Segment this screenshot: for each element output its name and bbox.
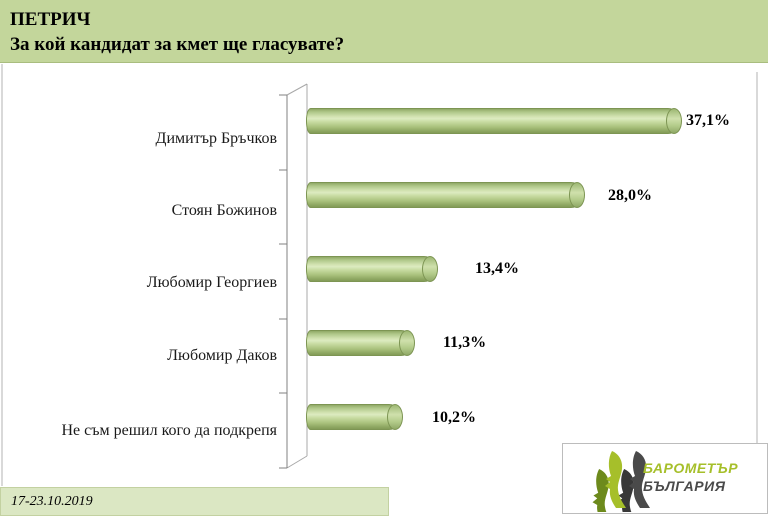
- barometer-bulgaria-logo: БАРОМЕТЪР БЪЛГАРИЯ: [562, 443, 768, 514]
- header: ПЕТРИЧ За кой кандидат за кмет ще гласув…: [0, 0, 768, 63]
- category-label: Не съм решил кого да подкрепя: [61, 422, 277, 439]
- face-main-gray: [629, 451, 650, 508]
- category-label: Димитър Бръчков: [155, 130, 277, 147]
- survey-period-strip: 17-23.10.2019: [0, 487, 389, 516]
- floor-front-diagonal: [286, 455, 308, 469]
- survey-period-text: 17-23.10.2019: [11, 494, 93, 509]
- value-label: 13,4%: [475, 260, 519, 277]
- category-label: Любомир Даков: [167, 347, 277, 364]
- logo-text: БАРОМЕТЪР БЪЛГАРИЯ: [643, 459, 738, 495]
- poll-question: За кой кандидат за кмет ще гласувате?: [10, 34, 345, 55]
- category-label: Любомир Георгиев: [146, 274, 277, 291]
- city-title: ПЕТРИЧ: [10, 9, 91, 30]
- logo-line1: БАРОМЕТЪР: [643, 460, 739, 476]
- wall-top-diagonal: [286, 83, 308, 96]
- value-label: 37,1%: [686, 112, 730, 129]
- bar-chart: Димитър Бръчков 37,1% Стоян Божинов 28,0% Лю…: [0, 63, 768, 487]
- logo-line2: БЪЛГАРИЯ: [643, 478, 726, 494]
- chart-bar: [306, 256, 438, 282]
- face-silhouettes-icon: [592, 451, 650, 512]
- chart-bar: [306, 108, 682, 134]
- chart-bar: [306, 404, 403, 430]
- value-label: 28,0%: [608, 187, 652, 204]
- value-label: 10,2%: [432, 409, 476, 426]
- value-label: 11,3%: [443, 334, 487, 351]
- category-label: Стоян Божинов: [171, 202, 277, 219]
- category-axis-ticks: [279, 94, 287, 469]
- chart-bar: [306, 330, 415, 356]
- face-main-green: [605, 451, 626, 508]
- chart-bar: [306, 182, 585, 208]
- face-reflection-green: [592, 468, 609, 512]
